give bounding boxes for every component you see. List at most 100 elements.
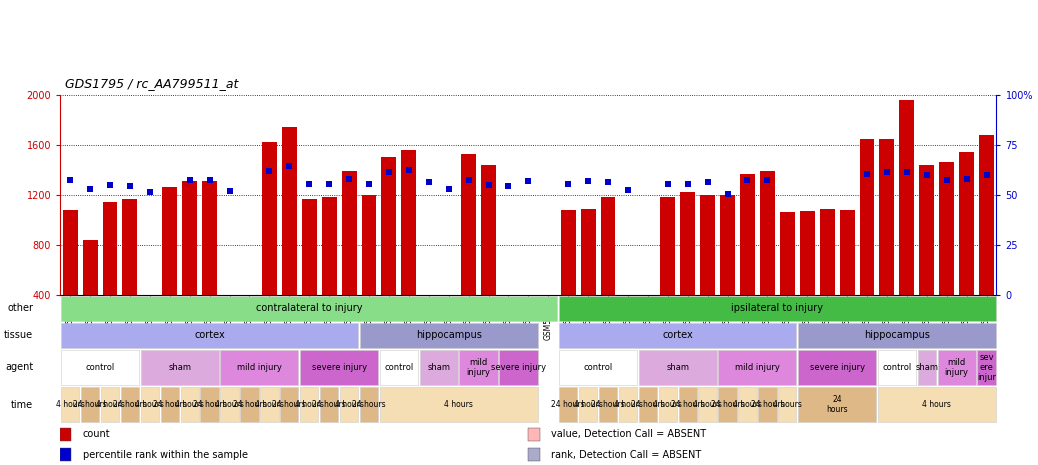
Bar bbox=[859, 139, 874, 295]
Text: 24 hours: 24 hours bbox=[631, 400, 664, 409]
Bar bbox=[679, 387, 696, 422]
Bar bbox=[302, 199, 317, 295]
Bar bbox=[282, 127, 297, 295]
Bar bbox=[561, 210, 576, 295]
Bar bbox=[778, 387, 796, 422]
Bar bbox=[481, 165, 496, 295]
Text: 4 hours: 4 hours bbox=[175, 400, 204, 409]
Bar bbox=[360, 387, 378, 422]
Bar bbox=[798, 350, 876, 385]
Bar bbox=[300, 387, 319, 422]
Bar bbox=[380, 350, 418, 385]
Bar bbox=[939, 162, 954, 295]
Bar bbox=[720, 195, 735, 295]
Bar bbox=[979, 135, 994, 295]
Bar bbox=[120, 387, 139, 422]
Bar bbox=[183, 181, 197, 295]
Bar bbox=[380, 387, 538, 422]
Bar bbox=[381, 157, 397, 295]
Bar bbox=[738, 387, 757, 422]
Bar bbox=[659, 387, 677, 422]
Bar bbox=[419, 350, 458, 385]
Bar bbox=[878, 387, 995, 422]
Bar bbox=[959, 153, 974, 295]
Bar bbox=[200, 387, 219, 422]
Text: 4 hours: 4 hours bbox=[733, 400, 762, 409]
Bar bbox=[780, 213, 795, 295]
Bar bbox=[918, 350, 936, 385]
Bar bbox=[701, 195, 715, 295]
Bar bbox=[262, 142, 277, 295]
Text: agent: agent bbox=[5, 362, 33, 372]
Text: hippocampus: hippocampus bbox=[416, 330, 482, 340]
Bar bbox=[461, 153, 476, 295]
Bar bbox=[141, 350, 219, 385]
Text: cortex: cortex bbox=[662, 330, 693, 340]
Text: sham: sham bbox=[666, 363, 689, 372]
Text: mild injury: mild injury bbox=[735, 363, 780, 372]
Text: 4 hours: 4 hours bbox=[95, 400, 125, 409]
Bar bbox=[62, 210, 78, 295]
Bar bbox=[339, 387, 358, 422]
Text: 4 hours: 4 hours bbox=[444, 400, 473, 409]
Bar bbox=[141, 387, 159, 422]
Text: 4 hours: 4 hours bbox=[215, 400, 244, 409]
Bar bbox=[740, 173, 755, 295]
Bar bbox=[619, 387, 637, 422]
Bar bbox=[899, 100, 914, 295]
Text: rank, Detection Call = ABSENT: rank, Detection Call = ABSENT bbox=[551, 450, 701, 460]
Text: control: control bbox=[384, 363, 413, 372]
Text: severe injury: severe injury bbox=[810, 363, 865, 372]
Bar bbox=[103, 202, 117, 295]
Bar bbox=[699, 387, 717, 422]
Bar bbox=[920, 165, 934, 295]
Bar bbox=[240, 387, 258, 422]
Text: severe injury: severe injury bbox=[491, 363, 546, 372]
Bar bbox=[60, 428, 72, 440]
Text: 24 hours: 24 hours bbox=[711, 400, 744, 409]
Bar bbox=[320, 387, 338, 422]
Text: contralateral to injury: contralateral to injury bbox=[256, 303, 362, 313]
Text: 24 hours: 24 hours bbox=[273, 400, 306, 409]
Bar bbox=[799, 211, 815, 295]
Text: hippocampus: hippocampus bbox=[864, 330, 930, 340]
Bar bbox=[60, 448, 72, 461]
Text: mild injury: mild injury bbox=[237, 363, 282, 372]
Bar bbox=[460, 350, 497, 385]
Text: 4 hours: 4 hours bbox=[295, 400, 324, 409]
Bar bbox=[528, 448, 540, 461]
Bar bbox=[559, 387, 577, 422]
Bar bbox=[937, 350, 976, 385]
Bar bbox=[879, 139, 895, 295]
Bar bbox=[718, 350, 796, 385]
Text: other: other bbox=[7, 303, 33, 313]
Text: 24 hours: 24 hours bbox=[74, 400, 107, 409]
Bar bbox=[220, 350, 299, 385]
Text: mild
injury: mild injury bbox=[466, 358, 491, 377]
Text: count: count bbox=[83, 429, 110, 439]
Text: mild
injury: mild injury bbox=[945, 358, 968, 377]
Text: 24 hours: 24 hours bbox=[312, 400, 346, 409]
Bar bbox=[300, 350, 378, 385]
Text: tissue: tissue bbox=[4, 330, 33, 340]
Text: time: time bbox=[11, 399, 33, 410]
Bar bbox=[61, 296, 557, 321]
Bar bbox=[161, 387, 179, 422]
Bar bbox=[122, 199, 137, 295]
Text: 4 hours: 4 hours bbox=[56, 400, 85, 409]
Bar bbox=[101, 387, 119, 422]
Text: 24 hours: 24 hours bbox=[153, 400, 187, 409]
Text: cortex: cortex bbox=[194, 330, 225, 340]
Text: 4 hours: 4 hours bbox=[923, 400, 951, 409]
Text: 24 hours: 24 hours bbox=[592, 400, 625, 409]
Bar bbox=[579, 387, 597, 422]
Text: 4 hours: 4 hours bbox=[693, 400, 722, 409]
Text: sham: sham bbox=[428, 363, 450, 372]
Text: value, Detection Call = ABSENT: value, Detection Call = ABSENT bbox=[551, 429, 706, 439]
Text: 4 hours: 4 hours bbox=[773, 400, 801, 409]
Bar bbox=[528, 428, 540, 440]
Bar bbox=[601, 197, 616, 295]
Text: sev
ere
injur: sev ere injur bbox=[977, 353, 996, 382]
Bar bbox=[181, 387, 199, 422]
Bar bbox=[840, 211, 854, 295]
